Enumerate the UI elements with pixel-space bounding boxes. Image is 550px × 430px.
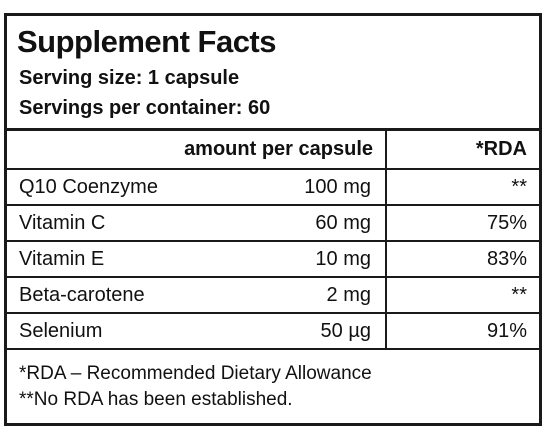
nutrient-rda: ** <box>511 284 527 306</box>
nutrient-amount: 100 mg <box>304 176 371 198</box>
nutrient-amount: 50 µg <box>320 320 371 342</box>
servings-per-container: Servings per container: 60 <box>19 97 271 119</box>
nutrient-amount: 60 mg <box>315 212 371 234</box>
footnotes: *RDA – Recommended Dietary Allowance **N… <box>19 361 372 413</box>
nutrient-name: Vitamin E <box>19 248 105 270</box>
column-header-rda: *RDA <box>475 138 527 160</box>
nutrient-rda: 91% <box>486 320 527 342</box>
nutrient-amount: 10 mg <box>315 248 371 270</box>
table-row: Beta-carotene 2 mg ** <box>7 278 539 314</box>
nutrient-name: Beta-carotene <box>19 284 145 306</box>
column-header-amount: amount per capsule <box>184 138 373 160</box>
supplement-facts-panel: Supplement Facts Serving size: 1 capsule… <box>4 13 542 426</box>
table-header-row: amount per capsule *RDA <box>7 131 539 170</box>
table-row: Selenium 50 µg 91% <box>7 314 539 350</box>
nutrient-name: Selenium <box>19 320 103 342</box>
nutrient-rda: 75% <box>486 212 527 234</box>
divider <box>7 128 539 131</box>
nutrient-name: Vitamin C <box>19 212 106 234</box>
nutrient-amount: 2 mg <box>326 284 371 306</box>
nutrient-rda: 83% <box>486 248 527 270</box>
nutrient-table: amount per capsule *RDA Q10 Coenzyme 100… <box>7 131 539 350</box>
footnote-rda: *RDA – Recommended Dietary Allowance <box>19 363 372 384</box>
footnote-no-rda: **No RDA has been established. <box>19 389 293 410</box>
nutrient-rda: ** <box>511 176 527 198</box>
serving-size: Serving size: 1 capsule <box>19 67 240 89</box>
nutrient-name: Q10 Coenzyme <box>19 176 158 198</box>
column-divider <box>385 131 387 348</box>
table-row: Vitamin E 10 mg 83% <box>7 242 539 278</box>
table-row: Vitamin C 60 mg 75% <box>7 206 539 242</box>
panel-title: Supplement Facts <box>17 24 277 59</box>
table-row: Q10 Coenzyme 100 mg ** <box>7 170 539 206</box>
